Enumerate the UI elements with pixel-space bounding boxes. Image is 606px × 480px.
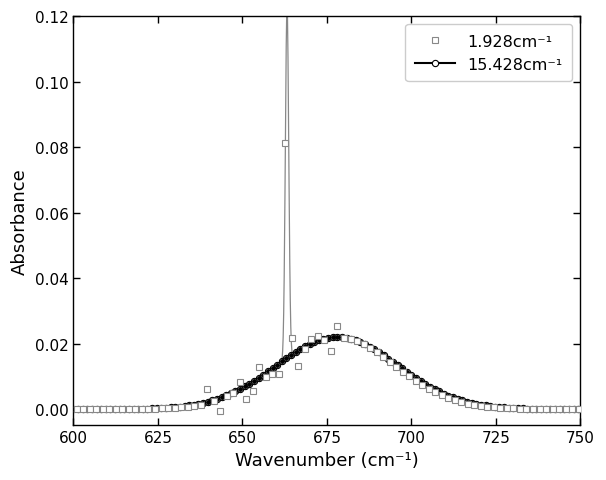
Line: 1.928cm⁻¹: 1.928cm⁻¹: [74, 140, 582, 414]
15.428cm⁻¹: [577, 407, 584, 412]
1.928cm⁻¹: [242, 396, 250, 402]
15.428cm⁻¹: [517, 406, 524, 411]
X-axis label: Wavenumber (cm⁻¹): Wavenumber (cm⁻¹): [235, 451, 419, 469]
1.928cm⁻¹: [301, 347, 308, 352]
Line: 15.428cm⁻¹: 15.428cm⁻¹: [70, 334, 584, 412]
15.428cm⁻¹: [208, 397, 216, 403]
1.928cm⁻¹: [575, 407, 582, 412]
1.928cm⁻¹: [216, 408, 224, 414]
Legend: 1.928cm⁻¹, 15.428cm⁻¹: 1.928cm⁻¹, 15.428cm⁻¹: [405, 25, 573, 82]
1.928cm⁻¹: [105, 407, 113, 412]
1.928cm⁻¹: [282, 141, 289, 146]
1.928cm⁻¹: [341, 335, 348, 341]
15.428cm⁻¹: [343, 336, 350, 341]
15.428cm⁻¹: [70, 407, 77, 412]
1.928cm⁻¹: [158, 406, 165, 411]
15.428cm⁻¹: [218, 395, 225, 400]
1.928cm⁻¹: [445, 396, 452, 401]
Y-axis label: Absorbance: Absorbance: [11, 168, 29, 275]
1.928cm⁻¹: [73, 407, 81, 412]
15.428cm⁻¹: [526, 406, 533, 412]
15.428cm⁻¹: [501, 405, 508, 410]
15.428cm⁻¹: [334, 335, 341, 340]
